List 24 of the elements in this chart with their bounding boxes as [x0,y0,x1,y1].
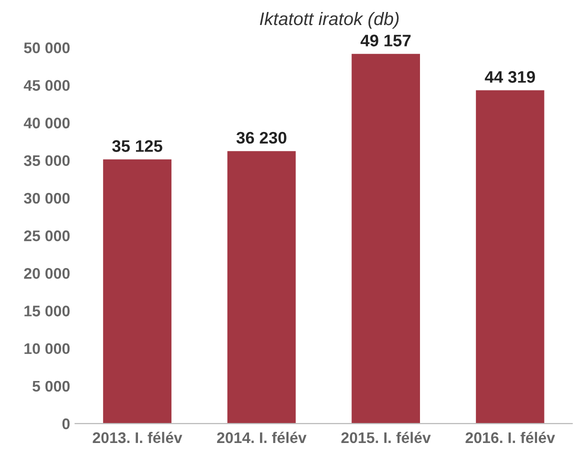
y-tick-label: 5 000 [32,380,70,392]
y-tick-label: 35 000 [24,155,70,166]
x-tick-label: 2015. I. félév [341,432,431,444]
y-tick-label: 10 000 [24,343,70,354]
bar [227,151,296,424]
x-tick-label: 2013. I. félév [92,432,182,444]
bar [352,54,420,424]
bar [103,159,172,424]
y-tick-label: 40 000 [24,118,70,128]
data-label: 44 319 [484,71,535,83]
data-label: 35 125 [112,140,162,152]
y-tick-label: 30 000 [24,192,70,204]
y-tick-label: 0 [62,418,70,430]
data-label: 36 230 [236,132,286,144]
y-tick-label: 15 000 [24,306,70,316]
y-tick-label: 50 000 [24,42,70,54]
chart-title: Iktatott iratok (db) [260,12,399,29]
y-tick-label: 20 000 [24,268,70,279]
x-tick-label: 2016. I. félév [466,432,556,444]
x-tick-label: 2014. I. félév [217,432,306,444]
y-tick-label: 45 000 [24,80,70,91]
bar [476,90,544,424]
data-label: 49 157 [360,34,411,46]
y-tick-label: 25 000 [24,230,70,242]
